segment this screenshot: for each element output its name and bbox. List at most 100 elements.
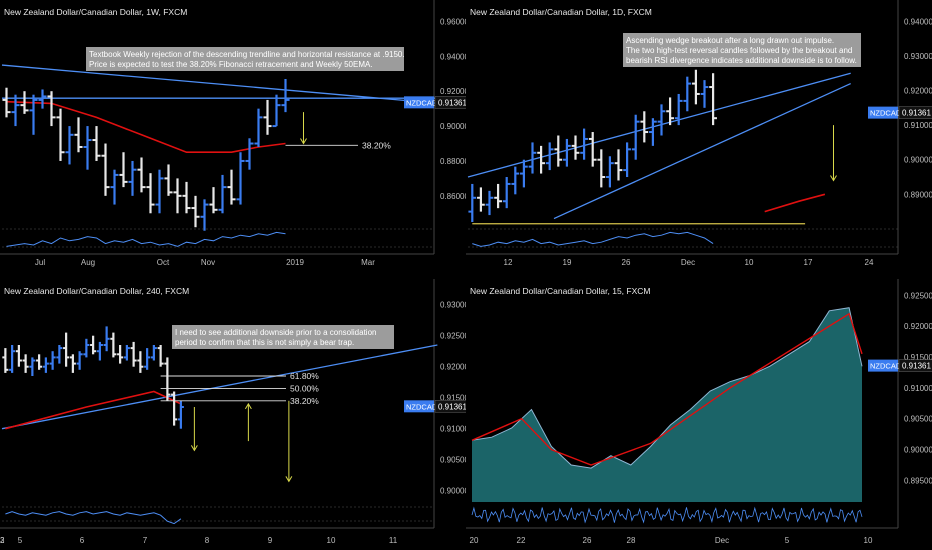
x-tick-label: Aug [81, 258, 95, 267]
y-tick-label: 0.90000 [904, 446, 932, 455]
annotation-box [623, 33, 861, 67]
x-tick-label: 26 [583, 536, 592, 545]
y-tick-label: 0.90000 [440, 487, 469, 496]
x-tick-label: 7 [143, 536, 148, 545]
y-tick-label: 0.89500 [904, 476, 932, 485]
y-tick-label: 0.88000 [440, 157, 469, 166]
y-tick-label: 0.94000 [904, 17, 932, 26]
rsi-line [6, 231, 286, 247]
x-tick-label: 17 [804, 258, 813, 267]
x-tick-label: 10 [864, 536, 873, 545]
x-tick-label: Mar [361, 258, 375, 267]
chart-title: New Zealand Dollar/Canadian Dollar, 15, … [470, 286, 650, 296]
x-tick-label: 24 [865, 258, 874, 267]
y-tick-label: 0.91500 [904, 353, 932, 362]
y-tick-label: 0.90000 [440, 122, 469, 131]
y-tick-label: 0.92000 [440, 363, 469, 372]
arrow-head [285, 476, 293, 483]
x-tick-label: 19 [563, 258, 572, 267]
x-tick-label: 28 [627, 536, 636, 545]
x-tick-label: 5 [18, 536, 23, 545]
rsi-line [471, 506, 863, 524]
chart-title: New Zealand Dollar/Canadian Dollar, 1D, … [470, 7, 652, 17]
y-tick-label: 0.93000 [904, 52, 932, 61]
price-tag-text: 0.91361 [902, 109, 931, 118]
ema-line [764, 193, 826, 213]
trendline [1, 64, 439, 105]
symbol-badge [404, 96, 434, 109]
price-area [472, 307, 862, 502]
x-tick-label: 13 [0, 536, 5, 545]
x-tick-label: 8 [205, 536, 210, 545]
x-tick-label: 9 [268, 536, 273, 545]
symbol-badge [404, 400, 434, 413]
trendline [553, 82, 851, 220]
symbol-badge [868, 106, 898, 119]
annotation-text: Price is expected to test the 38.20% Fib… [89, 60, 373, 69]
price-tag [898, 106, 932, 119]
y-tick-label: 0.91500 [440, 394, 469, 403]
y-tick-label: 0.92500 [904, 291, 932, 300]
x-tick-label: 6 [80, 536, 85, 545]
rsi-line [5, 511, 182, 525]
chart-panel-2: 0.94000 0.93000 0.92000 0.91000 0.90000 0.890… [466, 0, 932, 275]
annotation-text: period to confirm that this is not simpl… [175, 338, 354, 347]
y-tick-label: 0.92000 [440, 87, 469, 96]
fib-label: 38.20% [290, 396, 319, 406]
y-tick-label: 0.89000 [904, 190, 932, 199]
chart-panel-4: 0.92500 0.92000 0.91500 0.91000 0.90500 0.900… [466, 279, 932, 550]
annotation-text: Textbook Weekly rejection of the descend… [89, 50, 405, 59]
price-tag-text: 0.91361 [438, 402, 467, 411]
arrow-head [244, 402, 252, 410]
fib-label: 61.80% [290, 371, 319, 381]
y-tick-label: 0.90500 [440, 456, 469, 465]
y-tick-label: 0.90000 [904, 156, 932, 165]
annotation-text: The two high-test reversal candles follo… [626, 46, 852, 55]
x-tick-label: 12 [0, 536, 5, 545]
y-tick-label: 0.92000 [904, 322, 932, 331]
y-tick-label: 0.94000 [440, 52, 469, 61]
y-tick-label: 0.93000 [440, 301, 469, 310]
x-tick-label: Oct [157, 258, 170, 267]
rsi-line [472, 231, 714, 247]
chart-title: New Zealand Dollar/Canadian Dollar, 1W, … [4, 7, 187, 17]
price-tag-text: 0.91361 [902, 362, 931, 371]
price-line [471, 307, 863, 469]
x-tick-label: 10 [745, 258, 754, 267]
x-tick-label: Dec [681, 258, 695, 267]
arrow-head [300, 138, 307, 145]
chart-title: New Zealand Dollar/Canadian Dollar, 240,… [4, 286, 189, 296]
fib-label: 38.20% [362, 140, 391, 150]
arrow-head [190, 445, 198, 452]
x-tick-label: 22 [517, 536, 526, 545]
y-tick-label: 0.91000 [904, 121, 932, 130]
x-tick-label: 10 [327, 536, 336, 545]
y-tick-label: 0.92500 [440, 332, 469, 341]
annotation-box [172, 325, 394, 349]
price-tag [898, 359, 932, 372]
symbol-badge [868, 359, 898, 372]
ema-line [471, 312, 863, 466]
x-tick-label: 11 [389, 536, 398, 545]
fib-label: 50.00% [290, 383, 319, 393]
symbol-badge-text: NZDCAD [406, 402, 438, 411]
chart-panel-3: 0.93000 0.92500 0.92000 0.91500 0.91000 0.905… [0, 279, 472, 550]
x-tick-label: 2019 [286, 258, 304, 267]
x-tick-label: Nov [201, 258, 215, 267]
trendline [1, 344, 438, 430]
x-tick-label: 12 [504, 258, 513, 267]
x-tick-label: Jul [35, 258, 45, 267]
symbol-badge-text: NZDCAD [870, 362, 902, 371]
annotation-text: bearish RSI divergence indicates additio… [626, 56, 857, 65]
x-tick-label: 5 [785, 536, 790, 545]
symbol-badge-text: NZDCAD [406, 98, 438, 107]
y-tick-label: 0.91000 [904, 384, 932, 393]
annotation-text: I need to see additional downside prior … [175, 328, 376, 337]
symbol-badge-text: NZDCAD [870, 109, 902, 118]
ema-line [6, 100, 286, 153]
annotation-text: Ascending wedge breakout after a long dr… [626, 36, 834, 45]
panel-background [0, 279, 462, 550]
y-tick-label: 0.90500 [904, 415, 932, 424]
x-tick-label: Dec [715, 536, 729, 545]
